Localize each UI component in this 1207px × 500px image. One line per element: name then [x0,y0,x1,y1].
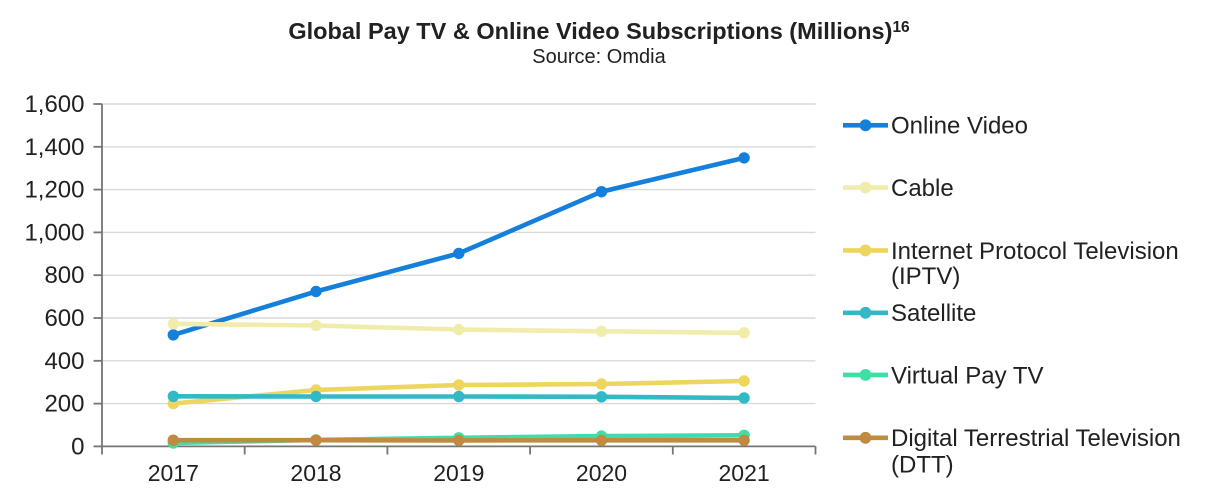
svg-text:Cable: Cable [891,175,954,202]
svg-text:600: 600 [44,305,84,332]
svg-text:Digital Terrestrial Television: Digital Terrestrial Television [891,425,1181,452]
svg-text:Source: Omdia: Source: Omdia [532,46,666,68]
svg-text:400: 400 [44,348,84,375]
svg-text:Virtual Pay TV: Virtual Pay TV [891,362,1044,389]
svg-text:2017: 2017 [148,460,199,486]
svg-text:1,000: 1,000 [24,219,84,246]
svg-text:Internet Protocol Television: Internet Protocol Television [891,238,1179,265]
svg-text:1,200: 1,200 [24,177,84,204]
svg-text:2019: 2019 [433,460,484,486]
svg-text:800: 800 [44,262,84,289]
svg-text:Online Video: Online Video [891,113,1028,140]
svg-text:(DTT): (DTT) [891,451,954,478]
svg-text:Global Pay TV & Online Video S: Global Pay TV & Online Video Subscriptio… [288,18,910,44]
svg-text:0: 0 [71,433,84,460]
svg-text:2020: 2020 [576,460,627,486]
svg-text:(IPTV): (IPTV) [891,263,960,290]
svg-text:1,400: 1,400 [24,134,84,161]
svg-text:1,600: 1,600 [24,91,84,118]
svg-text:2018: 2018 [290,460,341,486]
svg-text:200: 200 [44,391,84,418]
svg-text:Satellite: Satellite [891,300,976,327]
svg-text:2021: 2021 [719,460,770,486]
